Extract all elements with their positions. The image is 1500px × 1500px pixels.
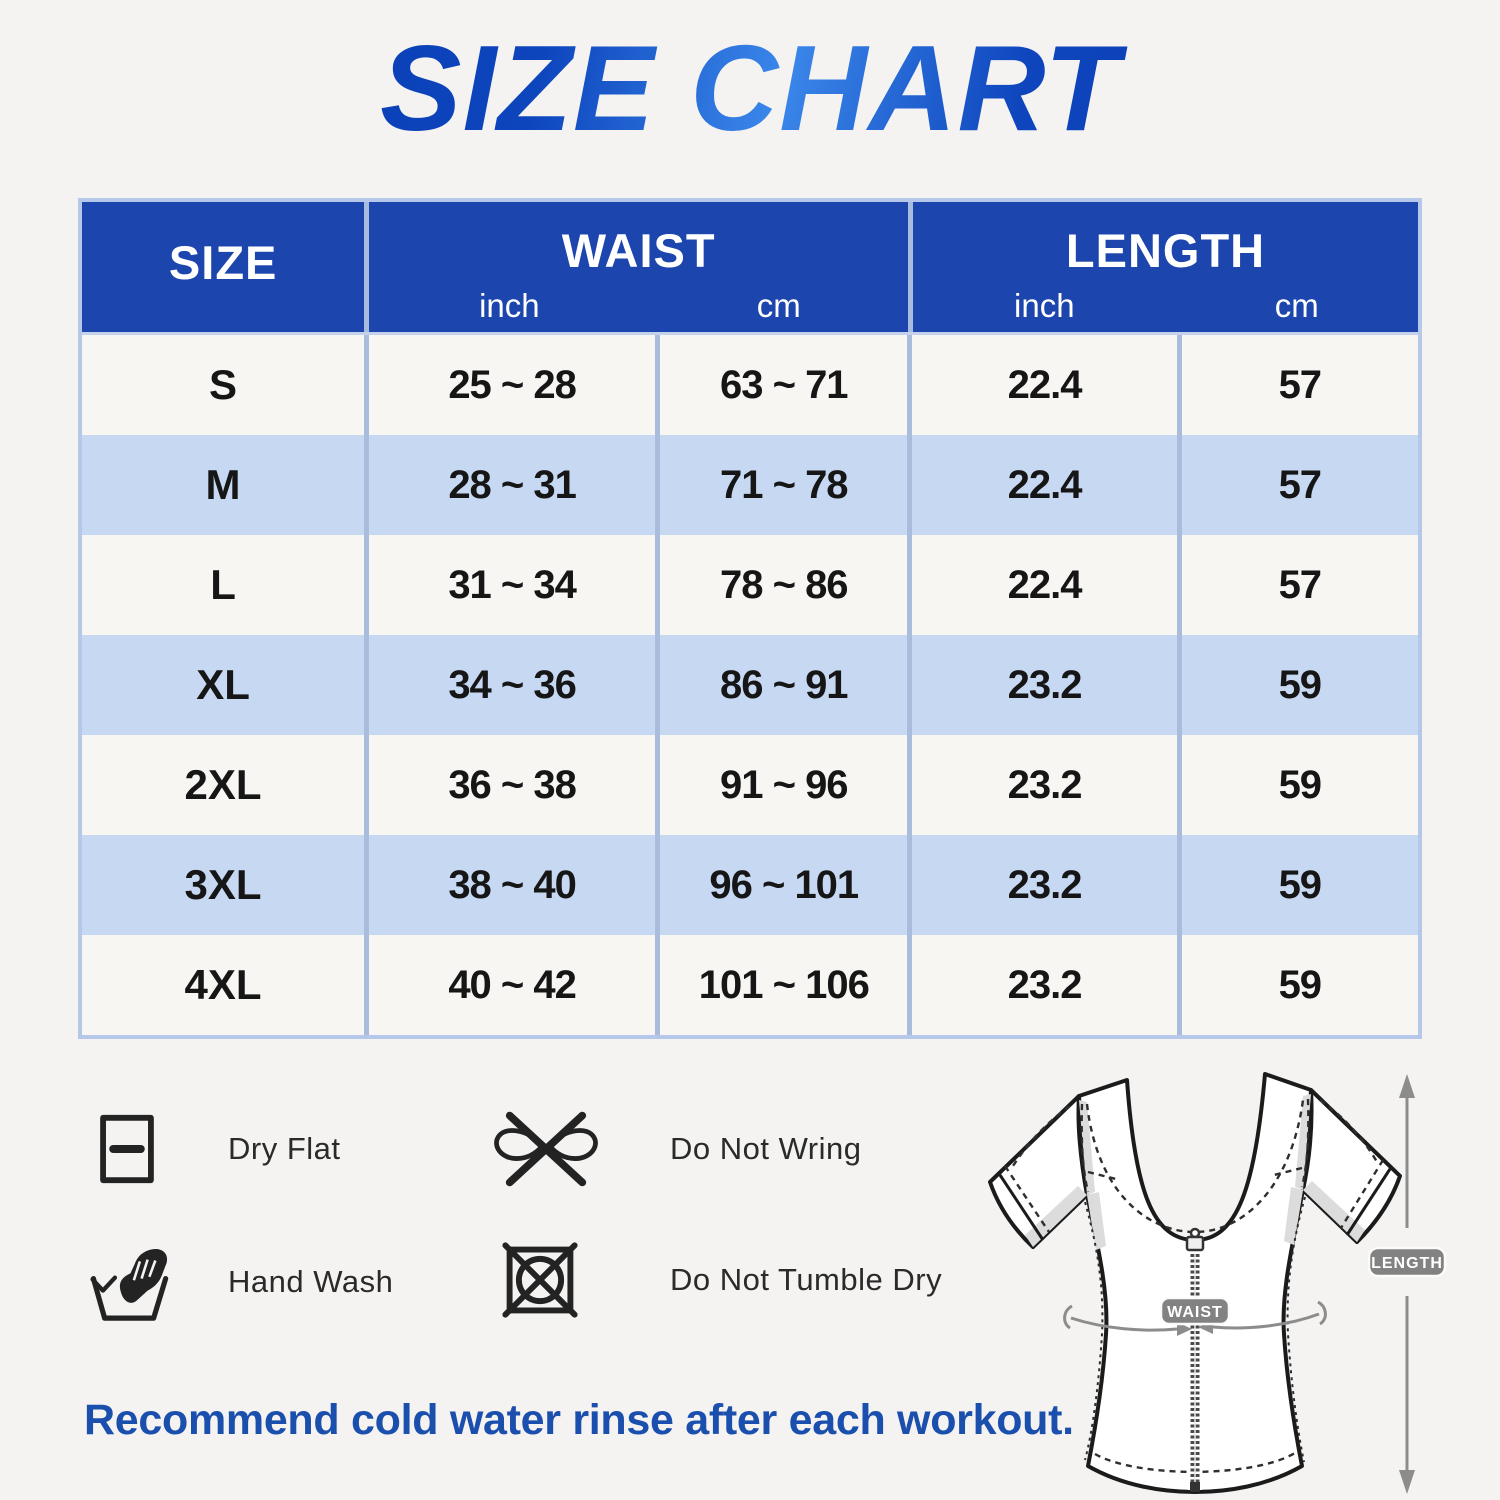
value-cell: 23.2	[907, 735, 1176, 835]
value-cell: 78 ~ 86	[655, 535, 907, 635]
do-not-wring-icon	[494, 1111, 598, 1187]
care-label: Do Not Wring	[670, 1131, 862, 1166]
length-pill	[1367, 1246, 1447, 1278]
size-cell: 2XL	[184, 761, 262, 808]
waist-pill	[1159, 1296, 1231, 1326]
zipper-stop	[1190, 1482, 1200, 1492]
header-length-cm-label: cm	[1274, 287, 1319, 324]
value-cell: 101 ~ 106	[655, 935, 907, 1035]
value-cell: 59	[1176, 835, 1418, 935]
zipper-pull	[1185, 1235, 1205, 1252]
care-item-hand-wash: Hand Wash	[90, 1236, 393, 1328]
header-length-inch-label: inch	[1014, 287, 1075, 324]
size-cell: L	[210, 561, 236, 608]
length-pill-label: LENGTH	[1371, 1255, 1443, 1272]
header-waist-cm-label: cm	[756, 287, 801, 324]
waist-pill-label: WAIST	[1167, 1304, 1223, 1321]
value-cell: 22.4	[907, 335, 1176, 435]
table-row: 2XL 36 ~ 38 91 ~ 96 23.2 59	[82, 735, 1418, 835]
value-cell: 38 ~ 40	[364, 835, 655, 935]
size-cell: S	[209, 361, 238, 408]
header-length: LENGTH inch cm	[908, 202, 1418, 332]
size-table: SIZE WAIST inch cm LENGTH inch cm S 25 ~ …	[78, 198, 1422, 1039]
value-cell: 57	[1176, 335, 1418, 435]
page-title: SIZE CHART	[0, 18, 1500, 158]
size-cell: 3XL	[184, 861, 262, 908]
care-item-do-not-tumble-dry: Do Not Tumble Dry	[502, 1242, 942, 1318]
value-cell: 59	[1176, 935, 1418, 1035]
table-row: L 31 ~ 34 78 ~ 86 22.4 57	[82, 535, 1418, 635]
value-cell: 28 ~ 31	[364, 435, 655, 535]
value-cell: 57	[1176, 535, 1418, 635]
value-cell: 22.4	[907, 435, 1176, 535]
value-cell: 36 ~ 38	[364, 735, 655, 835]
care-label: Hand Wash	[228, 1264, 394, 1299]
value-cell: 22.4	[907, 535, 1176, 635]
table-row: M 28 ~ 31 71 ~ 78 22.4 57	[82, 435, 1418, 535]
value-cell: 59	[1176, 735, 1418, 835]
value-cell: 59	[1176, 635, 1418, 735]
value-cell: 63 ~ 71	[655, 335, 907, 435]
header-length-label: LENGTH	[1065, 223, 1266, 277]
size-cell: 4XL	[184, 961, 262, 1008]
care-label: Dry Flat	[228, 1131, 341, 1166]
note-text: Recommend cold water rinse after each wo…	[84, 1396, 1074, 1444]
value-cell: 91 ~ 96	[655, 735, 907, 835]
value-cell: 23.2	[907, 635, 1176, 735]
value-cell: 71 ~ 78	[655, 435, 907, 535]
do-not-tumble-dry-icon	[502, 1242, 578, 1318]
value-cell: 23.2	[907, 935, 1176, 1035]
care-item-dry-flat: Dry Flat	[98, 1112, 341, 1186]
header-size: SIZE	[82, 202, 364, 332]
value-cell: 34 ~ 36	[364, 635, 655, 735]
table-body: S 25 ~ 28 63 ~ 71 22.4 57 M 28 ~ 31 71 ~ 78 22.4…	[82, 335, 1418, 1035]
value-cell: 96 ~ 101	[655, 835, 907, 935]
value-cell: 31 ~ 34	[364, 535, 655, 635]
header-waist: WAIST inch cm	[364, 202, 908, 332]
table-row: 4XL 40 ~ 42 101 ~ 106 23.2 59	[82, 935, 1418, 1035]
header-size-label: SIZE	[168, 235, 278, 289]
care-label: Do Not Tumble Dry	[670, 1262, 943, 1297]
header-waist-label: WAIST	[561, 223, 716, 277]
dry-flat-icon	[100, 1114, 154, 1184]
hand-wash-icon	[90, 1249, 169, 1321]
table-row: 3XL 38 ~ 40 96 ~ 101 23.2 59	[82, 835, 1418, 935]
value-cell: 86 ~ 91	[655, 635, 907, 735]
value-cell: 23.2	[907, 835, 1176, 935]
care-item-do-not-wring: Do Not Wring	[488, 1106, 862, 1192]
table-row: S 25 ~ 28 63 ~ 71 22.4 57	[82, 335, 1418, 435]
garment-diagram: WAIST LENGTH	[988, 1072, 1447, 1494]
value-cell: 40 ~ 42	[364, 935, 655, 1035]
value-cell: 25 ~ 28	[364, 335, 655, 435]
size-cell: XL	[196, 661, 250, 708]
table-row: XL 34 ~ 36 86 ~ 91 23.2 59	[82, 635, 1418, 735]
size-cell: M	[205, 461, 241, 508]
table-header-row: SIZE WAIST inch cm LENGTH inch cm	[82, 202, 1418, 335]
header-waist-inch-label: inch	[479, 287, 540, 324]
value-cell: 57	[1176, 435, 1418, 535]
